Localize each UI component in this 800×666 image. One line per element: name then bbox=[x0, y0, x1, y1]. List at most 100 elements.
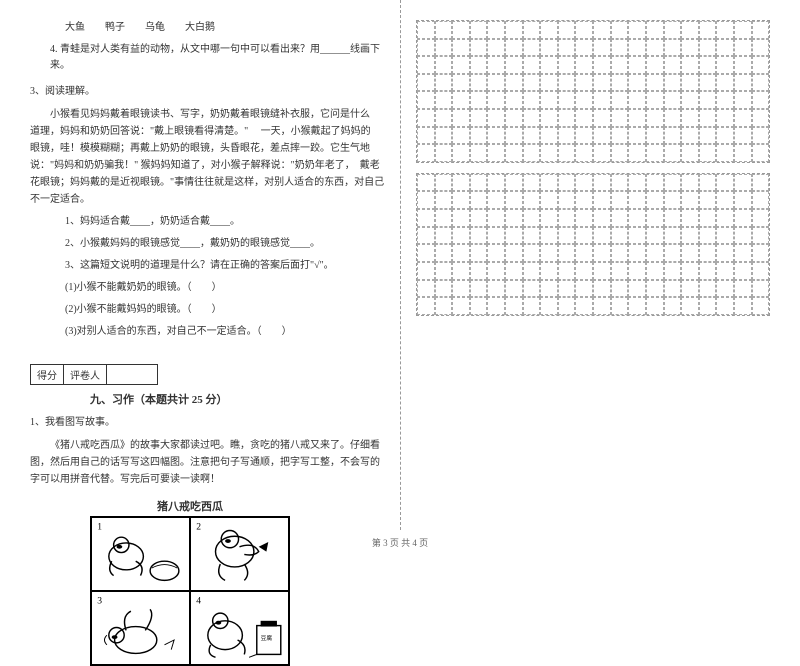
option-1: (1)小猴不能戴奶奶的眼镜。（ ） bbox=[30, 280, 385, 296]
writing-cell bbox=[435, 244, 453, 262]
writing-cell bbox=[611, 74, 629, 92]
writing-cell bbox=[593, 209, 611, 227]
writing-cell bbox=[540, 39, 558, 57]
writing-cell bbox=[523, 144, 541, 162]
writing-cell bbox=[558, 109, 576, 127]
writing-cell bbox=[417, 297, 435, 315]
writing-cell bbox=[470, 297, 488, 315]
writing-cell bbox=[699, 127, 717, 145]
writing-cell bbox=[593, 174, 611, 192]
writing-cell bbox=[470, 127, 488, 145]
writing-cell bbox=[540, 297, 558, 315]
writing-cell bbox=[752, 56, 770, 74]
writing-cell bbox=[470, 209, 488, 227]
svg-text:4: 4 bbox=[196, 596, 201, 607]
sub-question-3: 3、这篇短文说明的道理是什么？请在正确的答案后面打"√"。 bbox=[30, 258, 385, 274]
svg-text:豆腐: 豆腐 bbox=[261, 634, 273, 642]
writing-cell bbox=[646, 244, 664, 262]
writing-cell bbox=[470, 144, 488, 162]
writing-cell bbox=[417, 74, 435, 92]
writing-cell bbox=[452, 244, 470, 262]
writing-cell bbox=[575, 74, 593, 92]
writing-cell bbox=[540, 227, 558, 245]
writing-cell bbox=[716, 244, 734, 262]
writing-cell bbox=[417, 144, 435, 162]
question-3-title: 3、阅读理解。 bbox=[30, 84, 385, 100]
writing-cell bbox=[611, 56, 629, 74]
writing-cell bbox=[593, 227, 611, 245]
writing-cell bbox=[646, 109, 664, 127]
writing-cell bbox=[435, 21, 453, 39]
writing-cell bbox=[452, 74, 470, 92]
writing-cell bbox=[523, 21, 541, 39]
writing-cell bbox=[699, 297, 717, 315]
writing-cell bbox=[417, 109, 435, 127]
writing-cell bbox=[523, 109, 541, 127]
writing-cell bbox=[575, 56, 593, 74]
writing-cell bbox=[558, 39, 576, 57]
writing-cell bbox=[628, 191, 646, 209]
writing-cell bbox=[505, 91, 523, 109]
writing-cell bbox=[435, 209, 453, 227]
writing-cell bbox=[699, 56, 717, 74]
writing-cell bbox=[417, 262, 435, 280]
writing-cell bbox=[505, 144, 523, 162]
writing-cell bbox=[628, 109, 646, 127]
writing-cell bbox=[752, 127, 770, 145]
writing-cell bbox=[699, 144, 717, 162]
writing-cell bbox=[699, 109, 717, 127]
writing-cell bbox=[646, 21, 664, 39]
writing-cell bbox=[681, 91, 699, 109]
writing-cell bbox=[699, 39, 717, 57]
writing-cell bbox=[699, 74, 717, 92]
writing-cell bbox=[699, 244, 717, 262]
writing-cell bbox=[523, 39, 541, 57]
right-column bbox=[400, 0, 800, 530]
writing-cell bbox=[417, 227, 435, 245]
writing-cell bbox=[628, 244, 646, 262]
writing-cell bbox=[664, 244, 682, 262]
writing-cell bbox=[540, 56, 558, 74]
writing-cell bbox=[752, 209, 770, 227]
writing-cell bbox=[646, 127, 664, 145]
writing-cell bbox=[734, 91, 752, 109]
reading-passage: 小猴看见妈妈戴着眼镜读书、写字，奶奶戴着眼镜缝补衣服，它问是什么 道理，妈妈和奶… bbox=[30, 106, 385, 208]
writing-cell bbox=[470, 191, 488, 209]
writing-cell bbox=[646, 144, 664, 162]
writing-cell bbox=[575, 244, 593, 262]
writing-cell bbox=[734, 227, 752, 245]
writing-cell bbox=[470, 109, 488, 127]
writing-cell bbox=[752, 91, 770, 109]
writing-cell bbox=[681, 74, 699, 92]
writing-cell bbox=[734, 280, 752, 298]
writing-cell bbox=[487, 144, 505, 162]
writing-cell bbox=[681, 244, 699, 262]
writing-cell bbox=[523, 262, 541, 280]
writing-cell bbox=[681, 209, 699, 227]
writing-cell bbox=[487, 244, 505, 262]
writing-cell bbox=[734, 56, 752, 74]
writing-cell bbox=[681, 174, 699, 192]
score-label: 得分 bbox=[31, 365, 64, 384]
writing-cell bbox=[699, 91, 717, 109]
writing-grid-1 bbox=[416, 20, 770, 163]
writing-cell bbox=[664, 91, 682, 109]
writing-cell bbox=[540, 209, 558, 227]
writing-cell bbox=[435, 227, 453, 245]
writing-cell bbox=[505, 209, 523, 227]
writing-cell bbox=[540, 109, 558, 127]
writing-cell bbox=[628, 39, 646, 57]
writing-cell bbox=[681, 297, 699, 315]
writing-cell bbox=[505, 227, 523, 245]
writing-cell bbox=[523, 297, 541, 315]
writing-cell bbox=[699, 191, 717, 209]
writing-cell bbox=[523, 74, 541, 92]
writing-cell bbox=[435, 56, 453, 74]
writing-cell bbox=[734, 109, 752, 127]
writing-cell bbox=[417, 91, 435, 109]
writing-cell bbox=[540, 91, 558, 109]
writing-cell bbox=[646, 262, 664, 280]
writing-cell bbox=[681, 39, 699, 57]
writing-cell bbox=[752, 109, 770, 127]
writing-cell bbox=[452, 39, 470, 57]
